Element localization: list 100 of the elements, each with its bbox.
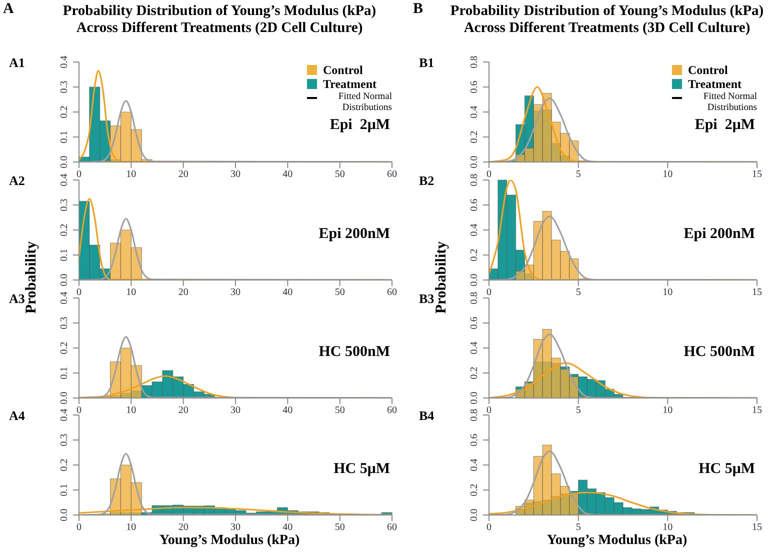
x-tick-label: 30	[230, 405, 240, 416]
x-tick-label: 50	[334, 405, 345, 416]
x-tick-label: 60	[387, 169, 397, 180]
x-tick-label: 20	[178, 169, 188, 180]
annotation: HC 5μM	[334, 461, 390, 478]
annotation: Epi 2μM	[330, 117, 390, 134]
y-tick-label: 0.4	[469, 106, 480, 118]
text: B	[413, 1, 424, 18]
text: A	[3, 1, 14, 18]
text: B2	[419, 173, 434, 189]
text: A2	[9, 173, 25, 189]
x-tick-label: 40	[282, 169, 293, 180]
x-tick-label: 5	[576, 287, 581, 298]
x-tick-label: 40	[282, 287, 293, 298]
text: B3	[419, 291, 434, 307]
x-tick-label: 10	[126, 522, 136, 534]
y-tick-label: 0.1	[59, 366, 70, 380]
y-tick-label: 0.4	[59, 408, 70, 422]
y-tick-label: 0.0	[469, 392, 480, 404]
text: A3	[9, 291, 25, 307]
y-tick-label: 0.0	[59, 156, 70, 168]
y-tick-label: 0.2	[469, 248, 480, 262]
y-tick-label: 0.2	[59, 342, 70, 354]
text: A4	[9, 408, 25, 424]
legend-label: Treatment	[322, 76, 378, 91]
y-tick-label: 0.4	[469, 458, 480, 472]
annotation: HC 500nM	[318, 344, 390, 361]
annotation: Epi 200nM	[318, 226, 390, 243]
text: B4	[419, 408, 434, 424]
y-tick-label: 0.2	[59, 106, 70, 118]
legend-label: Control	[322, 62, 364, 77]
y-tick-label: 0.0	[469, 156, 480, 168]
y-axis-title: Probability	[434, 240, 450, 316]
y-tick-label: 0.1	[59, 248, 70, 262]
y-tick-label: 0.2	[469, 130, 480, 144]
x-tick-label: 60	[387, 522, 397, 534]
x-tick-label: 30	[230, 522, 240, 534]
annotation: HC 5μM	[698, 461, 755, 478]
y-tick-label: 0.3	[59, 80, 70, 94]
chart-title: Probability Distribution of Young’s Modulus (kPa)	[449, 3, 765, 20]
x-tick-label: 15	[752, 522, 762, 534]
y-tick-label: 0.3	[59, 198, 70, 212]
x-tick-label: 10	[662, 522, 673, 534]
y-tick-label: 0.6	[469, 316, 480, 330]
y-axis-title: Probability	[24, 240, 40, 316]
y-tick-label: 0.2	[469, 366, 480, 380]
y-tick-label: 0.0	[59, 392, 70, 404]
y-tick-label: 0.8	[469, 56, 480, 68]
text: A1	[9, 55, 25, 71]
x-tick-label: 10	[662, 169, 673, 180]
x-tick-label: 10	[662, 287, 673, 298]
legend-label: Control	[687, 62, 729, 77]
x-tick-label: 10	[662, 405, 673, 416]
y-tick-label: 0.6	[469, 80, 480, 94]
y-tick-label: 0.2	[469, 484, 480, 496]
x-tick-label: 5	[576, 169, 581, 180]
y-tick-label: 0.4	[469, 342, 480, 354]
y-tick-label: 0.3	[59, 434, 70, 446]
y-tick-label: 0.4	[59, 56, 70, 68]
y-tick-label: 0.0	[469, 274, 480, 286]
y-tick-label: 0.0	[59, 508, 70, 522]
y-tick-label: 0.8	[469, 408, 480, 422]
x-axis-title: Young’s Modulus (kPa)	[158, 533, 301, 549]
x-tick-label: 50	[334, 522, 345, 534]
chart-title: Probability Distribution of Young’s Modulus (kPa)	[62, 3, 378, 20]
x-tick-label: 5	[576, 405, 581, 416]
annotation: Epi 200nM	[684, 226, 755, 243]
y-tick-label: 0.0	[59, 274, 70, 286]
x-tick-label: 0	[486, 287, 492, 298]
y-tick-label: 0.4	[469, 224, 480, 236]
x-tick-label: 10	[126, 405, 136, 416]
annotation: Epi 2μM	[694, 117, 755, 134]
x-tick-label: 15	[752, 287, 762, 298]
x-tick-label: 0	[486, 522, 492, 534]
text: B1	[419, 55, 434, 71]
x-tick-label: 30	[230, 169, 240, 180]
x-tick-label: 0	[76, 405, 82, 416]
x-tick-label: 0	[76, 169, 82, 180]
x-tick-label: 60	[387, 405, 397, 416]
y-tick-label: 0.1	[59, 130, 70, 144]
y-tick-label: 0.0	[469, 508, 480, 522]
x-tick-label: 40	[282, 522, 293, 534]
x-tick-label: 50	[334, 287, 345, 298]
y-tick-label: 0.4	[59, 292, 70, 304]
annotation: HC 500nM	[684, 344, 755, 361]
x-tick-label: 30	[230, 287, 240, 298]
y-tick-label: 0.4	[59, 174, 70, 186]
annotation: Fitted Normal Distributions	[702, 92, 757, 114]
x-tick-label: 0	[486, 405, 492, 416]
x-tick-label: 20	[178, 287, 188, 298]
y-tick-label: 0.2	[59, 458, 70, 472]
chart-subtitle: Across Different Treatments (3D Cell Culture)	[462, 20, 752, 37]
y-tick-label: 0.2	[59, 224, 70, 236]
y-tick-label: 0.8	[469, 292, 480, 304]
x-tick-label: 0	[76, 522, 82, 534]
x-tick-label: 5	[576, 522, 581, 534]
y-tick-label: 0.3	[59, 316, 70, 330]
x-tick-label: 50	[334, 169, 345, 180]
x-tick-label: 15	[752, 405, 762, 416]
annotation: Fitted Normal Distributions	[337, 92, 392, 114]
